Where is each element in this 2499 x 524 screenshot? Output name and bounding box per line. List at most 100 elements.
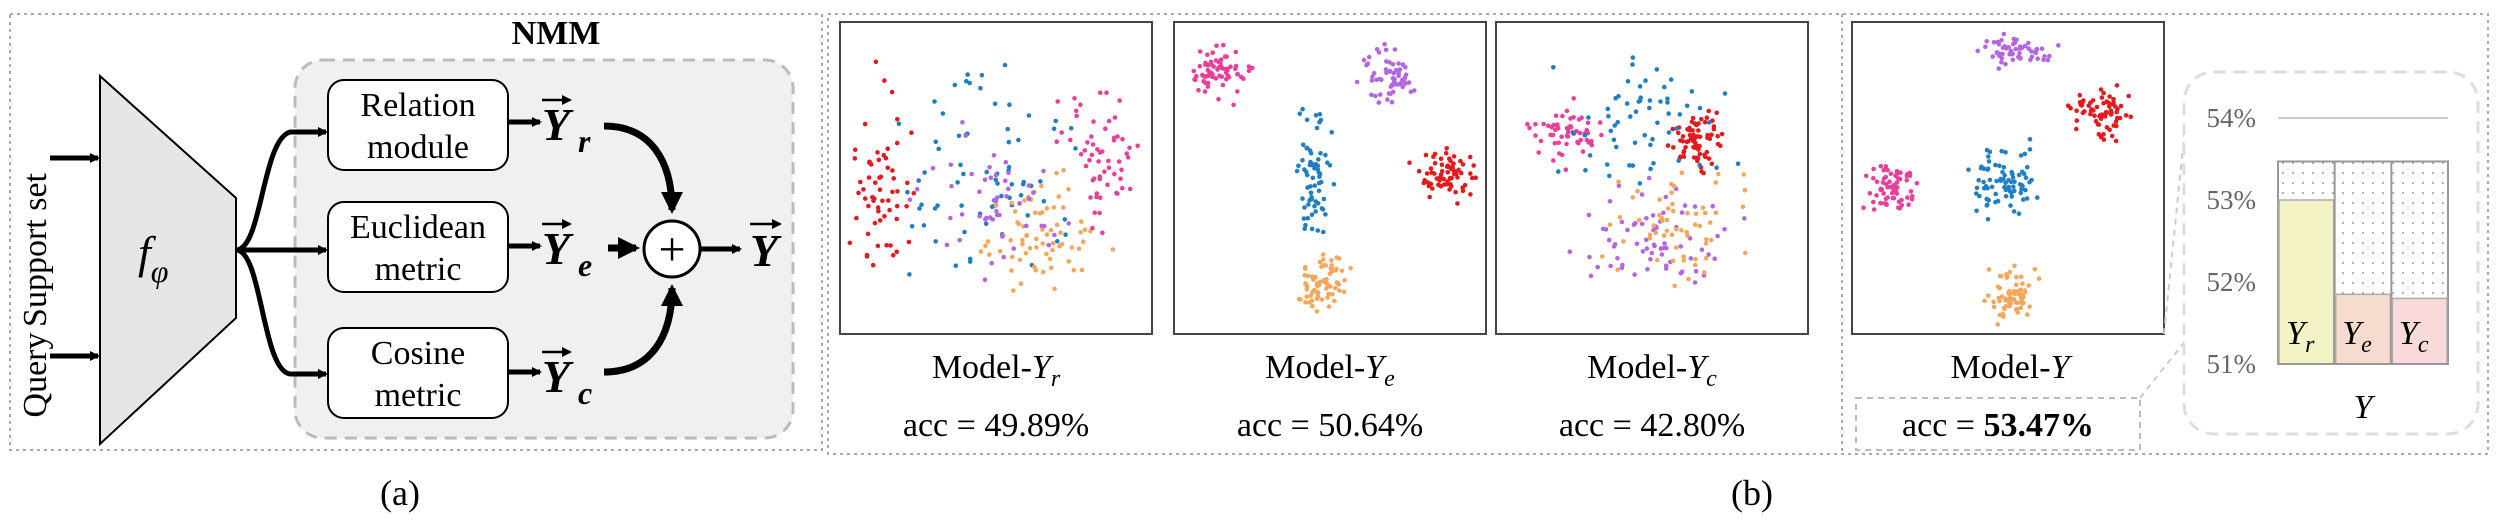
scatter-point <box>1553 113 1559 119</box>
scatter-point <box>1567 249 1573 254</box>
scatter-point <box>1608 128 1614 134</box>
scatter-point <box>1300 106 1305 112</box>
scatter-point <box>1407 160 1412 166</box>
scatter-point <box>1741 172 1747 177</box>
scatter-point <box>2008 48 2014 54</box>
scatter-point <box>1467 154 1473 160</box>
scatter-point <box>2003 187 2009 193</box>
scatter-point <box>1742 216 1747 221</box>
scatter-point <box>988 175 994 180</box>
scatter-point <box>1674 227 1679 232</box>
scatter-point <box>1304 287 1310 292</box>
scatter-point <box>2003 298 2008 303</box>
scatter-point <box>1600 226 1606 232</box>
scatter-points-ye <box>1191 41 1478 314</box>
scatter-point <box>994 195 1000 200</box>
scatter-point <box>2018 153 2024 158</box>
scatter-point <box>1633 109 1639 114</box>
scatter-point <box>1322 280 1328 285</box>
scatter-point <box>1097 210 1102 216</box>
scatter-point <box>1001 254 1006 260</box>
cosine-label-1: Cosine <box>371 335 465 372</box>
scatter-point <box>1616 183 1622 188</box>
scatter-point <box>876 157 882 163</box>
scatter-point <box>1007 102 1012 107</box>
scatter-point <box>1647 98 1653 103</box>
scatter-point <box>1339 268 1345 274</box>
scatter-point <box>1661 210 1666 216</box>
scatter-point <box>2006 45 2011 50</box>
scatter-point <box>994 208 999 214</box>
scatter-point <box>1327 271 1333 277</box>
scatter-point <box>1390 62 1396 67</box>
scatter-point <box>1883 196 1889 202</box>
scatter-point <box>2003 194 2009 199</box>
scatter-point <box>1297 111 1303 116</box>
scatter-point <box>1301 216 1307 221</box>
scatter-point <box>1564 133 1570 139</box>
scatter-point <box>1914 181 1920 186</box>
scatter-point <box>1692 204 1698 209</box>
scatter-point <box>1050 241 1056 246</box>
scatter-point <box>2056 43 2061 48</box>
scatter-point <box>1303 281 1308 286</box>
scatter-point <box>1647 232 1653 237</box>
scatter-point <box>2029 49 2034 54</box>
scatter-point <box>1703 210 1708 216</box>
scatter-point <box>909 130 914 135</box>
scatter-point <box>904 204 909 209</box>
scatter-point <box>1080 239 1086 244</box>
scatter-point <box>1087 157 1092 163</box>
scatter-point <box>1294 168 1300 174</box>
scatter-point <box>1205 52 1210 58</box>
scatter-point <box>1438 174 1443 180</box>
scatter-point <box>1589 142 1595 148</box>
scatter-point <box>1703 255 1709 261</box>
scatter-point <box>1044 232 1050 237</box>
scatter-point <box>1090 142 1096 147</box>
scatter-point <box>894 203 900 209</box>
scatter-point <box>1304 172 1310 178</box>
scatter-point <box>1660 218 1665 223</box>
scatter-point <box>1219 74 1225 79</box>
scatter-point <box>1025 213 1030 218</box>
scatter-point <box>1115 191 1120 196</box>
scatter-point <box>1011 246 1016 251</box>
scatter-point <box>1026 113 1032 118</box>
scatter-point <box>866 203 871 209</box>
scatter-point <box>1871 175 1876 181</box>
scatter-point <box>1991 299 1996 305</box>
scatter-point <box>1666 206 1671 211</box>
output-y-c: Y c <box>542 347 592 411</box>
scatter-point <box>1650 213 1656 218</box>
scatter-point <box>2079 100 2085 106</box>
scatter-point <box>891 253 896 258</box>
scatter-point <box>1694 122 1699 128</box>
scatter-point <box>1668 77 1674 82</box>
scatter-point <box>1302 226 1307 232</box>
scatter-point <box>1584 137 1590 143</box>
scatter-point <box>1055 239 1060 244</box>
scatter-point <box>1000 234 1005 239</box>
scatter-point <box>2077 93 2083 98</box>
scatter-point <box>1009 200 1014 206</box>
scatter-point <box>1329 130 1334 135</box>
scatter-point <box>989 204 995 210</box>
scatter-point <box>2010 57 2016 63</box>
scatter-point <box>1639 221 1645 227</box>
scatter-point <box>2102 114 2108 119</box>
scatter-point <box>1451 154 1457 159</box>
scatter-point <box>957 237 962 243</box>
scatter-point <box>1742 187 1748 193</box>
scatter-point <box>1396 70 1401 76</box>
scatter-point <box>867 160 872 165</box>
scatter-point <box>1334 280 1340 286</box>
scatter-point <box>917 206 922 211</box>
scatter-point <box>1659 252 1665 257</box>
scatter-point <box>1224 76 1229 82</box>
scatter-point <box>1533 122 1538 127</box>
scatter-point <box>962 229 967 235</box>
scatter-point <box>1878 163 1884 169</box>
scatter-point <box>1238 74 1244 80</box>
scatter-point <box>1983 44 1988 50</box>
